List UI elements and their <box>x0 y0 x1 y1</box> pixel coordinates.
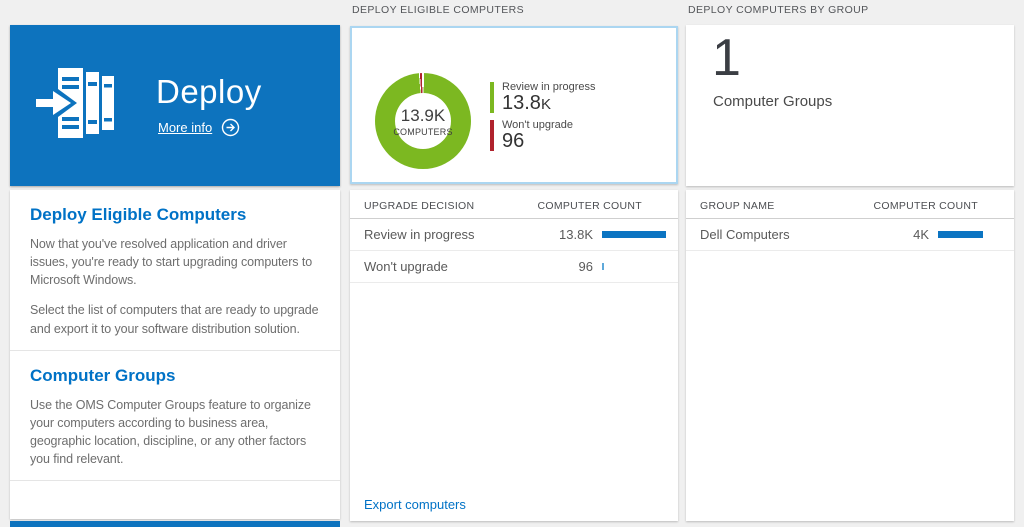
row-bar <box>602 263 604 270</box>
deploy-eligible-computers-column: DEPLOY ELIGIBLE COMPUTERS 13.9K COMPUTER… <box>350 0 678 527</box>
legend-text: Review in progress 13.8K <box>502 80 596 114</box>
legend-text: Won't upgrade 96 <box>502 118 573 152</box>
row-bar <box>602 231 666 238</box>
deploy-description-card: Deploy Eligible Computers Now that you'v… <box>10 190 340 519</box>
legend-label: Won't upgrade <box>502 119 574 131</box>
table-header-row: GROUP NAME COMPUTER COUNT <box>686 190 1014 219</box>
computer-groups-summary-card[interactable]: 1 Computer Groups <box>686 25 1014 186</box>
deploy-eligible-computers-heading[interactable]: Deploy Eligible Computers <box>30 205 247 224</box>
computer-groups-count-label: Computer Groups <box>713 93 833 110</box>
table-column-header[interactable]: UPGRADE DECISION <box>364 199 475 212</box>
computer-groups-heading[interactable]: Computer Groups <box>30 365 176 385</box>
deploy-eligible-computers-chart-card[interactable]: 13.9K COMPUTERS Review in progress 13.8K W… <box>350 26 678 184</box>
group-name-table: GROUP NAME COMPUTER COUNT Dell Computers 4K <box>686 190 1014 251</box>
deploy-column: Deploy More info Deploy Eligible Compute… <box>10 0 340 527</box>
upgrade-decision-table: UPGRADE DECISION COMPUTER COUNT Review in … <box>350 190 678 283</box>
export-computers-link[interactable]: Export computers <box>364 497 466 512</box>
section-header-deploy-eligible-computers: DEPLOY ELIGIBLE COMPUTERS <box>352 4 525 16</box>
row-label: Dell Computers <box>700 227 790 242</box>
description-paragraph: Now that you've resolved application and… <box>30 237 313 288</box>
row-value: 4K <box>913 227 929 242</box>
table-column-header[interactable]: COMPUTER COUNT <box>537 199 642 212</box>
more-info-link[interactable]: More info <box>158 119 213 135</box>
donut-center-label: COMPUTERS <box>393 126 453 137</box>
description-paragraph: Use the OMS Computer Groups feature to o… <box>30 397 311 466</box>
table-row[interactable]: Review in progress 13.8K <box>350 219 678 251</box>
row-label: Won't upgrade <box>364 259 448 274</box>
row-value: 96 <box>578 259 593 274</box>
legend-item[interactable]: Review in progress 13.8K <box>490 80 596 114</box>
deploy-tile-title: Deploy <box>156 72 262 110</box>
row-bar-cell <box>602 251 666 282</box>
donut-center-value: 13.9K <box>400 105 446 125</box>
computer-groups-count: 1 <box>712 29 741 87</box>
row-bar <box>938 231 983 238</box>
table-row[interactable]: Dell Computers 4K <box>686 219 1014 251</box>
legend-item[interactable]: Won't upgrade 96 <box>490 118 596 152</box>
table-column-header[interactable]: GROUP NAME <box>700 199 775 212</box>
legend-value: 96 <box>502 130 525 152</box>
table-row[interactable]: Won't upgrade 96 <box>350 251 678 283</box>
section-header-deploy-computers-by-group: DEPLOY COMPUTERS BY GROUP <box>688 4 869 16</box>
row-bar-cell <box>938 219 1002 250</box>
computer-groups-section: Computer Groups Use the OMS Computer Gro… <box>10 351 340 482</box>
legend-color-bar <box>490 82 494 113</box>
row-bar-cell <box>602 219 666 250</box>
legend-color-bar <box>490 120 494 151</box>
group-name-table-card: GROUP NAME COMPUTER COUNT Dell Computers 4K <box>686 190 1014 521</box>
next-tile-peek <box>10 521 340 527</box>
legend-value: 13.8K <box>502 92 551 114</box>
chart-legend: Review in progress 13.8K Won't upgrade 96 <box>490 80 596 152</box>
row-value: 13.8K <box>559 227 593 242</box>
upgrade-decision-table-card: UPGRADE DECISION COMPUTER COUNT Review in … <box>350 190 678 521</box>
row-label: Review in progress <box>364 227 475 242</box>
deploy-icon <box>36 64 120 147</box>
deploy-tile[interactable]: Deploy More info <box>10 25 340 186</box>
deploy-tile-text: Deploy More info <box>156 75 262 137</box>
table-header-row: UPGRADE DECISION COMPUTER COUNT <box>350 190 678 219</box>
table-column-header[interactable]: COMPUTER COUNT <box>873 199 978 212</box>
deploy-eligible-computers-section: Deploy Eligible Computers Now that you'v… <box>10 190 340 351</box>
legend-label: Review in progress <box>502 81 596 93</box>
donut-center: 13.9K COMPUTERS <box>393 93 453 149</box>
deploy-computers-by-group-column: DEPLOY COMPUTERS BY GROUP 1 Computer Gro… <box>686 0 1014 527</box>
more-info-arrow-icon[interactable] <box>221 118 240 137</box>
donut-chart[interactable]: 13.9K COMPUTERS <box>375 73 471 169</box>
description-paragraph: Select the list of computers that are re… <box>30 303 319 336</box>
